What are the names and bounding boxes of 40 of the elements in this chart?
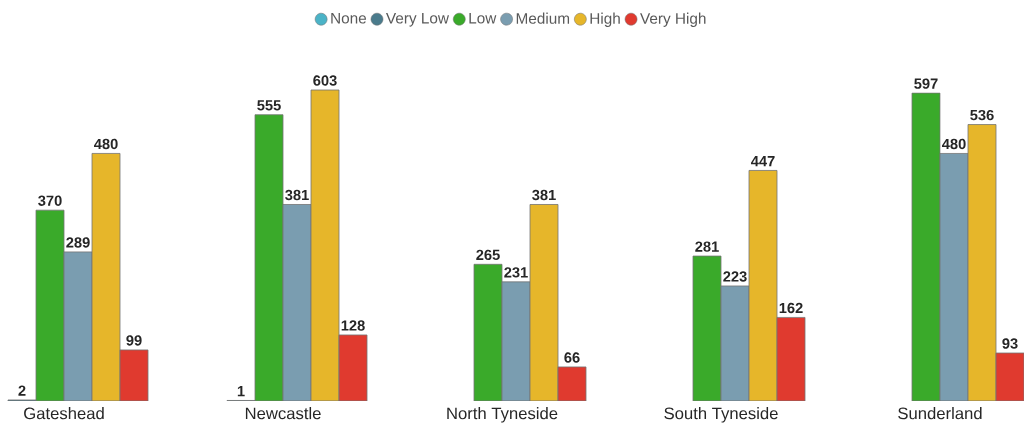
data-label: 381: [285, 189, 309, 201]
data-label: 99: [126, 335, 142, 346]
data-label: 381: [532, 189, 556, 201]
data-label: 480: [942, 138, 966, 150]
x-tick-label: Newcastle: [245, 407, 321, 420]
data-label: 66: [564, 352, 580, 363]
bar: [338, 334, 368, 401]
x-tick-label: Gateshead: [24, 407, 104, 420]
data-label: 370: [38, 195, 62, 206]
legend-label: Low: [469, 12, 497, 24]
data-label: 223: [723, 271, 747, 282]
data-label: 281: [695, 241, 719, 252]
data-label: 597: [914, 78, 938, 89]
bar: [748, 170, 778, 401]
data-label: 603: [313, 75, 337, 86]
data-label: 289: [66, 237, 90, 248]
data-label: 447: [751, 156, 775, 167]
data-label: 93: [1002, 338, 1018, 349]
data-label: 536: [970, 109, 994, 121]
legend-label: Very High: [640, 12, 706, 27]
x-tick-label: North Tyneside: [447, 407, 558, 423]
bar: [529, 204, 559, 401]
legend-label: High: [590, 12, 620, 27]
data-label: 555: [257, 100, 281, 111]
legend-label: Medium: [516, 12, 570, 24]
bar: [967, 124, 997, 401]
data-label: 1: [237, 386, 245, 397]
data-label: 231: [504, 267, 528, 278]
data-label: 2: [18, 385, 26, 396]
data-label: 128: [341, 320, 365, 331]
legend-label: None: [331, 12, 367, 24]
data-label: 162: [779, 302, 803, 314]
x-tick-label: South Tyneside: [664, 407, 778, 423]
x-tick-label: Sunderland: [898, 407, 982, 420]
data-label: 480: [94, 138, 118, 150]
legend-label: Very Low: [385, 12, 450, 27]
bar: [776, 317, 806, 401]
bar: [310, 89, 340, 401]
data-label: 265: [476, 249, 500, 261]
bar: [91, 153, 121, 401]
